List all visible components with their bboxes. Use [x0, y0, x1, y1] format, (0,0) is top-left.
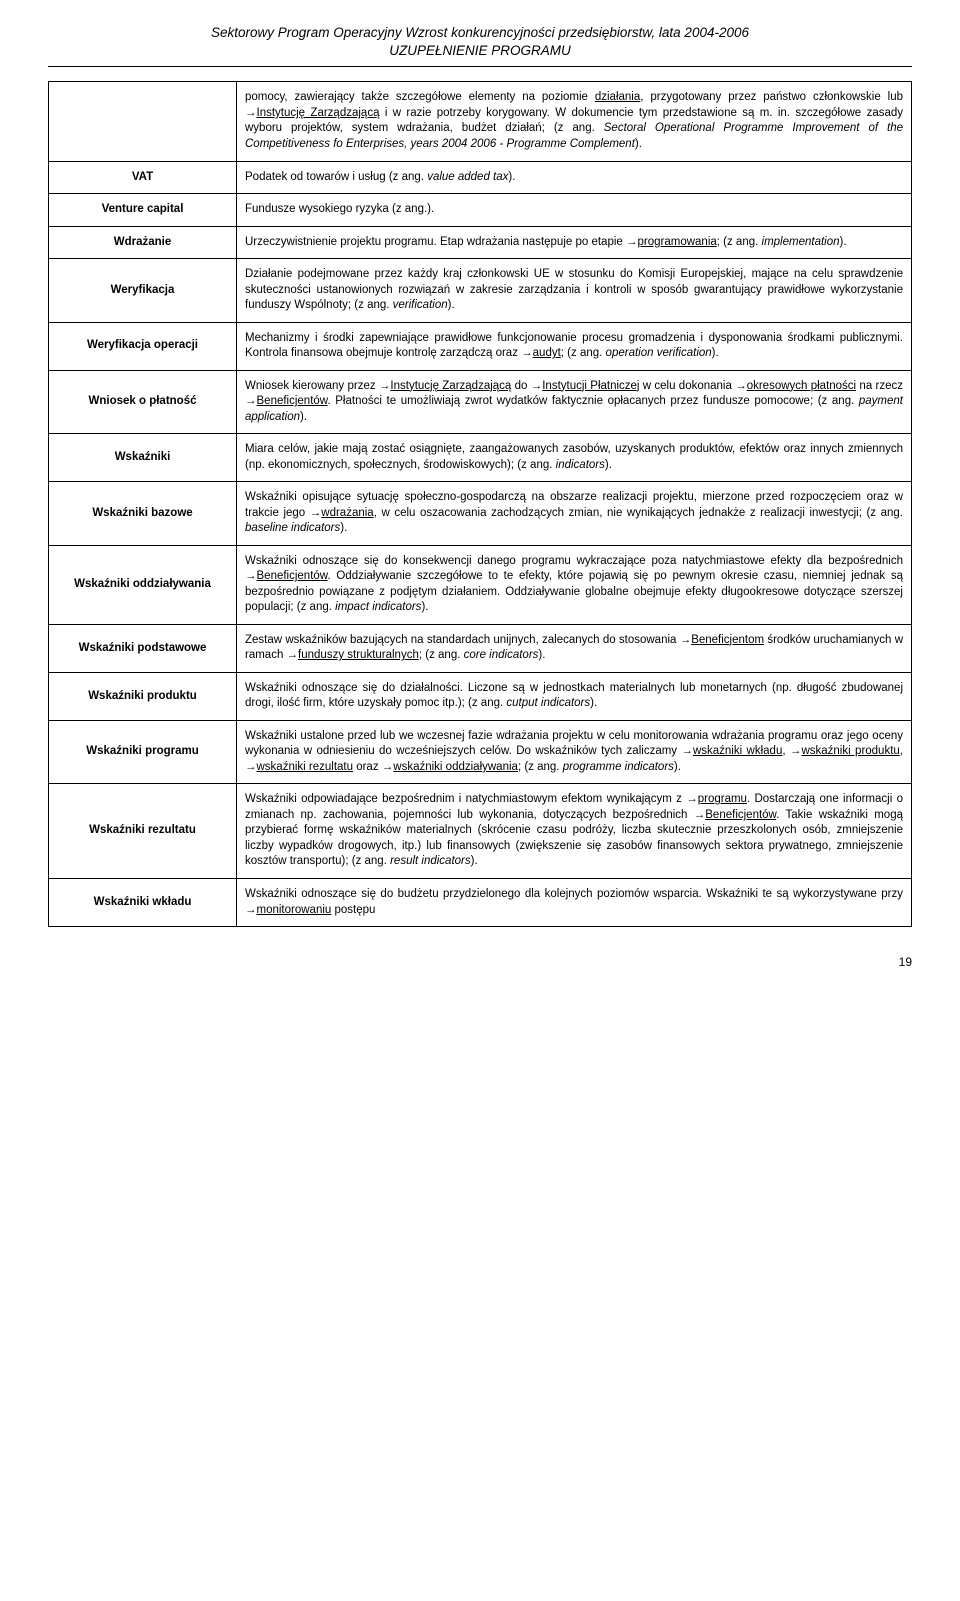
glossary-term: Wskaźniki programu	[49, 720, 237, 784]
glossary-definition: Wskaźniki opisujące sytuację społeczno-g…	[237, 482, 912, 546]
glossary-term: Weryfikacja operacji	[49, 322, 237, 370]
document-header: Sektorowy Program Operacyjny Wzrost konk…	[48, 24, 912, 67]
glossary-definition: Wskaźniki ustalone przed lub we wczesnej…	[237, 720, 912, 784]
table-row: Weryfikacja operacjiMechanizmy i środki …	[49, 322, 912, 370]
glossary-term: Wskaźniki produktu	[49, 672, 237, 720]
table-row: WskaźnikiMiara celów, jakie mają zostać …	[49, 434, 912, 482]
header-line-2: UZUPEŁNIENIE PROGRAMU	[48, 42, 912, 60]
table-row: pomocy, zawierający także szczegółowe el…	[49, 82, 912, 161]
glossary-term: Wskaźniki wkładu	[49, 879, 237, 927]
glossary-definition: Urzeczywistnienie projektu programu. Eta…	[237, 226, 912, 259]
table-row: Wskaźniki wkładuWskaźniki odnoszące się …	[49, 879, 912, 927]
glossary-term: Wniosek o płatność	[49, 370, 237, 434]
table-row: Venture capitalFundusze wysokiego ryzyka…	[49, 194, 912, 227]
table-row: Wskaźniki programuWskaźniki ustalone prz…	[49, 720, 912, 784]
glossary-term: VAT	[49, 161, 237, 194]
glossary-term	[49, 82, 237, 161]
glossary-definition: Fundusze wysokiego ryzyka (z ang.).	[237, 194, 912, 227]
glossary-definition: Miara celów, jakie mają zostać osiągnięt…	[237, 434, 912, 482]
glossary-table: pomocy, zawierający także szczegółowe el…	[48, 81, 912, 927]
glossary-term: Wskaźniki	[49, 434, 237, 482]
table-row: Wniosek o płatnośćWniosek kierowany prze…	[49, 370, 912, 434]
glossary-definition: Wniosek kierowany przez →Instytucję Zarz…	[237, 370, 912, 434]
glossary-term: Wskaźniki podstawowe	[49, 624, 237, 672]
glossary-definition: Wskaźniki odnoszące się do działalności.…	[237, 672, 912, 720]
document-page: Sektorowy Program Operacyjny Wzrost konk…	[0, 0, 960, 993]
table-row: WdrażanieUrzeczywistnienie projektu prog…	[49, 226, 912, 259]
table-row: Wskaźniki podstawoweZestaw wskaźników ba…	[49, 624, 912, 672]
glossary-definition: pomocy, zawierający także szczegółowe el…	[237, 82, 912, 161]
glossary-term: Venture capital	[49, 194, 237, 227]
table-row: Wskaźniki produktuWskaźniki odnoszące si…	[49, 672, 912, 720]
glossary-term: Wdrażanie	[49, 226, 237, 259]
glossary-definition: Wskaźniki odnoszące się do konsekwencji …	[237, 545, 912, 624]
glossary-term: Wskaźniki bazowe	[49, 482, 237, 546]
table-row: Wskaźniki bazoweWskaźniki opisujące sytu…	[49, 482, 912, 546]
glossary-definition: Podatek od towarów i usług (z ang. value…	[237, 161, 912, 194]
glossary-definition: Wskaźniki odpowiadające bezpośrednim i n…	[237, 784, 912, 879]
glossary-definition: Działanie podejmowane przez każdy kraj c…	[237, 259, 912, 323]
table-row: VATPodatek od towarów i usług (z ang. va…	[49, 161, 912, 194]
glossary-term: Wskaźniki rezultatu	[49, 784, 237, 879]
page-number: 19	[48, 955, 912, 969]
glossary-definition: Wskaźniki odnoszące się do budżetu przyd…	[237, 879, 912, 927]
glossary-term: Weryfikacja	[49, 259, 237, 323]
table-row: WeryfikacjaDziałanie podejmowane przez k…	[49, 259, 912, 323]
header-line-1: Sektorowy Program Operacyjny Wzrost konk…	[48, 24, 912, 42]
glossary-definition: Zestaw wskaźników bazujących na standard…	[237, 624, 912, 672]
table-row: Wskaźniki oddziaływaniaWskaźniki odnoszą…	[49, 545, 912, 624]
glossary-term: Wskaźniki oddziaływania	[49, 545, 237, 624]
glossary-definition: Mechanizmy i środki zapewniające prawidł…	[237, 322, 912, 370]
table-row: Wskaźniki rezultatuWskaźniki odpowiadają…	[49, 784, 912, 879]
